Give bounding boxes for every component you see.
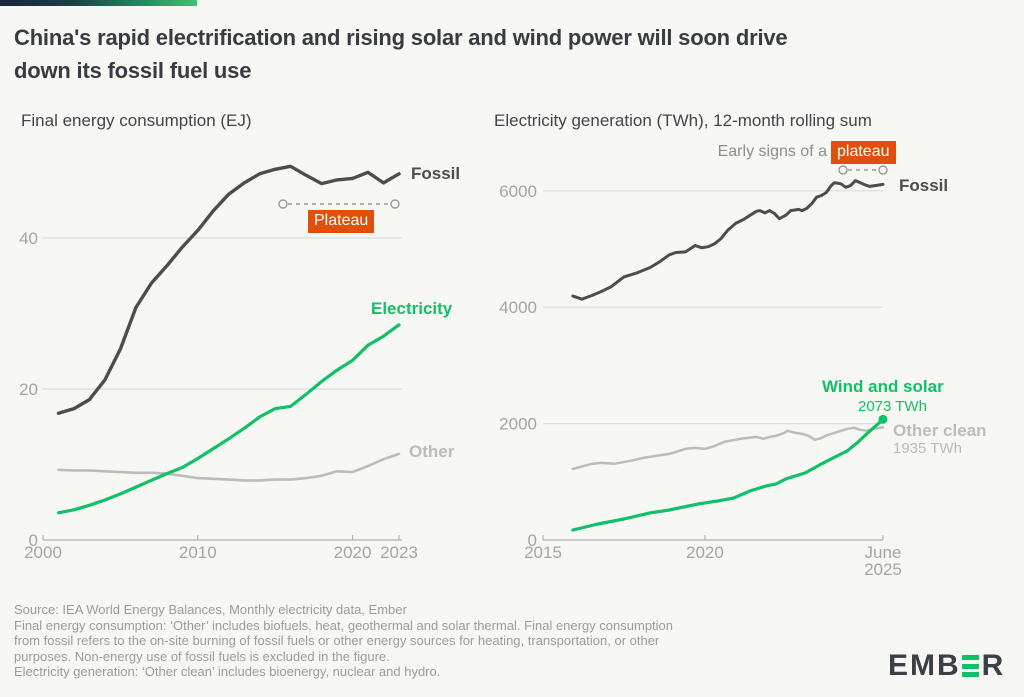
title-line-1: China's rapid electrification and rising… [14,25,788,50]
plateau-badge-right: plateau [831,141,896,164]
svg-text:2020: 2020 [686,543,724,562]
svg-text:6000: 6000 [499,182,537,201]
svg-text:0: 0 [528,531,537,550]
footer-notes: Source: IEA World Energy Balances, Month… [14,602,673,680]
svg-text:2010: 2010 [179,543,217,562]
other-line-label: Other [409,442,455,461]
right-fossil-line-label: Fossil [899,176,949,195]
note-line-2: from fossil refers to the on-site burnin… [14,633,660,648]
title-line-2: down its fossil fuel use [14,58,252,83]
page-title: China's rapid electrification and rising… [14,21,788,87]
other-clean-line-label: Other clean [893,421,987,440]
other-clean-value-label: 1935 TWh [893,440,962,457]
logo-text-r: R [981,649,1006,682]
left-plateau-annotation: Plateau [308,210,375,233]
note-line-1: Final energy consumption: ‘Other’ includ… [14,617,674,633]
note-line-4: Electricity generation: ‘Other clean’ in… [14,664,441,679]
svg-text:40: 40 [19,229,38,248]
svg-text:2000: 2000 [499,415,537,434]
source-line: Source: IEA World Energy Balances, Month… [14,602,407,617]
wind-solar-line-label: Wind and solar [822,377,944,396]
right-chart-title: Electricity generation (TWh), 12-month r… [494,111,872,130]
svg-text:2023: 2023 [380,543,418,562]
brand-gradient-bar [0,0,197,6]
left-fossil-line-label: Fossil [411,164,461,183]
logo-text-emb: EMB [888,649,961,682]
svg-text:2000: 2000 [24,543,62,562]
early-signs-annotation-text: Early signs of a [717,143,827,160]
left-chart-svg: 2000 2010 2020 2023 0 20 40 [19,164,418,562]
svg-text:2020: 2020 [334,543,372,562]
note-line-3: purposes. Non-energy use of fossil fuels… [14,648,390,664]
svg-text:0: 0 [29,531,38,550]
svg-text:20: 20 [19,380,38,399]
right-plateau-annotation: plateau [831,141,896,164]
svg-text:4000: 4000 [499,298,537,317]
plateau-badge: Plateau [308,210,375,233]
electricity-line-label: Electricity [371,299,453,318]
left-chart-title: Final energy consumption (EJ) [21,111,252,130]
wind-solar-value-label: 2073 TWh [858,398,927,415]
logo-green-e-icon [961,655,979,677]
svg-text:2015: 2015 [524,543,562,562]
ember-logo: EMB R [888,651,1005,681]
right-chart-svg: 2015 2020 June 2025 0 2000 4000 6000 [499,165,902,579]
